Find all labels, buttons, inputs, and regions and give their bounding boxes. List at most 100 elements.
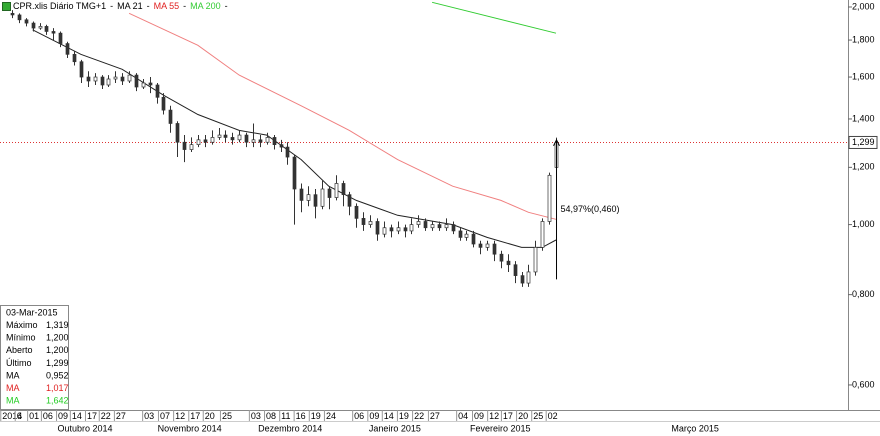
- candle-body: [327, 188, 332, 198]
- separator: -: [110, 1, 114, 11]
- info-date: 03-Mar-2015: [6, 307, 58, 317]
- candle-body: [237, 134, 242, 141]
- chart-icon: [2, 2, 11, 12]
- candle-body: [79, 61, 84, 78]
- info-label: MA: [6, 370, 20, 380]
- candle-body: [520, 275, 525, 284]
- month-label: Novembro 2014: [158, 423, 222, 433]
- y-tick-label: 0,600: [852, 379, 875, 389]
- candle-body: [106, 78, 111, 86]
- x-tick-label: 03: [251, 411, 261, 421]
- info-box: [0, 305, 69, 410]
- candle-body: [299, 188, 304, 201]
- candle-body: [478, 243, 483, 248]
- info-value: 1,299: [46, 358, 69, 368]
- x-tick-label: 17: [87, 411, 97, 421]
- x-tick-label: 09: [474, 411, 484, 421]
- candle-body: [347, 194, 352, 207]
- x-tick-label: 11: [281, 411, 290, 421]
- candle-body: [38, 26, 43, 29]
- candle-body: [361, 218, 366, 225]
- candle-body: [24, 19, 29, 24]
- candle-body: [430, 224, 435, 229]
- candle-body: [458, 230, 463, 238]
- candle-body: [58, 32, 63, 44]
- y-tick-label: 1,000: [852, 219, 875, 229]
- candle-body: [285, 146, 290, 158]
- info-value: 1,200: [46, 333, 69, 343]
- candle-body: [306, 194, 311, 201]
- x-tick-label: 2014: [2, 411, 22, 421]
- candle-body: [189, 144, 194, 150]
- candle-body: [161, 96, 166, 111]
- info-value: 0,952: [46, 370, 69, 380]
- candle-body: [210, 137, 215, 143]
- candle-body: [65, 43, 70, 55]
- candle-body: [86, 76, 91, 82]
- y-tick-label: 2,000: [852, 1, 875, 11]
- candle-body: [292, 156, 297, 190]
- candle-body: [341, 183, 346, 196]
- candle-body: [251, 139, 256, 143]
- y-tick-label: 1,200: [852, 162, 875, 172]
- candle-body: [279, 144, 284, 148]
- candle-body: [375, 221, 380, 235]
- candle-body: [120, 76, 125, 82]
- candle-body: [389, 227, 394, 232]
- month-label: Dezembro 2014: [258, 423, 322, 433]
- candle-body: [506, 260, 511, 266]
- x-tick-label: 24: [326, 411, 336, 421]
- candle-body: [320, 188, 325, 207]
- candle-body: [31, 22, 36, 29]
- info-label: Aberto: [6, 345, 33, 355]
- x-tick-label: 17: [503, 411, 513, 421]
- last-price-tag: [848, 135, 878, 149]
- x-tick-label: 14: [384, 411, 394, 421]
- candle-body: [423, 221, 428, 229]
- candle-body: [526, 271, 531, 284]
- x-tick-label: 14: [72, 411, 82, 421]
- measure-label: 54,97%(0,460): [561, 204, 620, 214]
- y-tick-label: 1,400: [852, 113, 875, 123]
- x-tick-label: 12: [175, 411, 185, 421]
- x-tick-label: 06: [43, 411, 53, 421]
- x-tick-label: 20: [518, 411, 528, 421]
- chart-title: CPR.xlis Diário TMG+1: [13, 1, 107, 11]
- candle-body: [471, 233, 476, 245]
- x-tick-label: 6: [17, 411, 22, 421]
- x-tick-label: 12: [489, 411, 499, 421]
- candle-body: [382, 227, 387, 235]
- candle-body: [155, 84, 160, 98]
- x-tick-label: 09: [58, 411, 68, 421]
- candle-body: [100, 76, 105, 86]
- candle-body: [485, 243, 490, 248]
- separator: -: [146, 1, 150, 11]
- candle-body: [127, 74, 132, 82]
- candle-body: [368, 221, 373, 225]
- legend-entry: MA 21: [117, 1, 143, 11]
- x-tick-label: 06: [354, 411, 364, 421]
- candle-body: [403, 227, 408, 232]
- candle-body: [334, 183, 339, 198]
- candle-body: [148, 82, 153, 86]
- info-value: 1,017: [46, 383, 69, 393]
- candle-body: [409, 224, 414, 232]
- legend: CPR.xlis Diário TMG+1- MA 21- MA 55- MA 200…: [2, 1, 232, 12]
- x-tick-label: 17: [190, 411, 200, 421]
- candle-body: [272, 137, 277, 145]
- candle-body: [223, 134, 228, 138]
- candle-body: [10, 12, 15, 16]
- candle-body: [499, 253, 504, 262]
- candle-body: [230, 137, 235, 141]
- candle-body: [17, 14, 22, 21]
- candle-body: [134, 74, 139, 88]
- month-label: Fevereiro 2015: [470, 423, 531, 433]
- candle-body: [354, 205, 359, 219]
- candle-body: [44, 26, 49, 32]
- x-tick-label: 27: [116, 411, 126, 421]
- y-tick-label: 1,800: [852, 34, 875, 44]
- candle-body: [182, 141, 187, 150]
- candle-body: [444, 224, 449, 229]
